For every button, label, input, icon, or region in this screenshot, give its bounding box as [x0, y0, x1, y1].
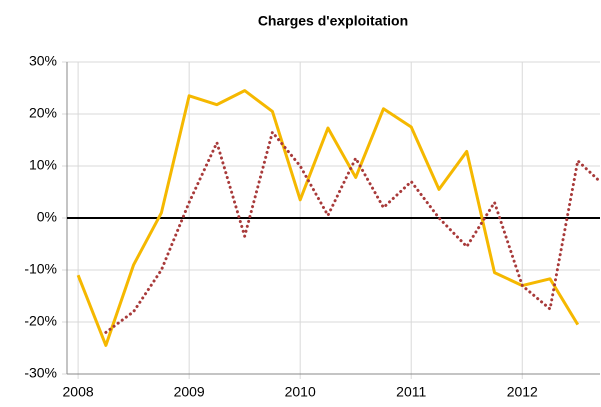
x-tick-label: 2011: [396, 384, 426, 400]
y-tick-label: 20%: [29, 105, 57, 121]
y-tick-label: -10%: [24, 261, 57, 277]
y-tick-label: 0%: [37, 209, 57, 225]
y-tick-label: -20%: [24, 313, 57, 329]
y-tick-label: 30%: [29, 53, 57, 69]
y-tick-label: 10%: [29, 157, 57, 173]
x-tick-label: 2012: [507, 384, 538, 400]
chart-title: Charges d'exploitation: [258, 13, 408, 29]
line-series: [76, 89, 580, 347]
x-tick-label: 2009: [174, 384, 205, 400]
x-tick-label: 2010: [285, 384, 316, 400]
line-series: [104, 130, 601, 334]
x-tick-label: 2008: [63, 384, 94, 400]
y-tick-label: -30%: [24, 365, 57, 381]
